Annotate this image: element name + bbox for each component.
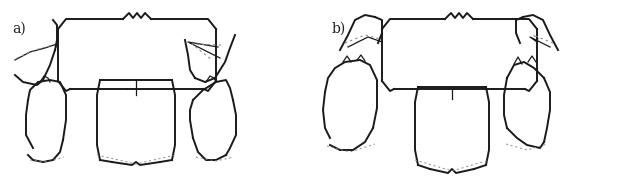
Text: a): a) [12, 22, 26, 36]
Text: b): b) [332, 22, 346, 36]
